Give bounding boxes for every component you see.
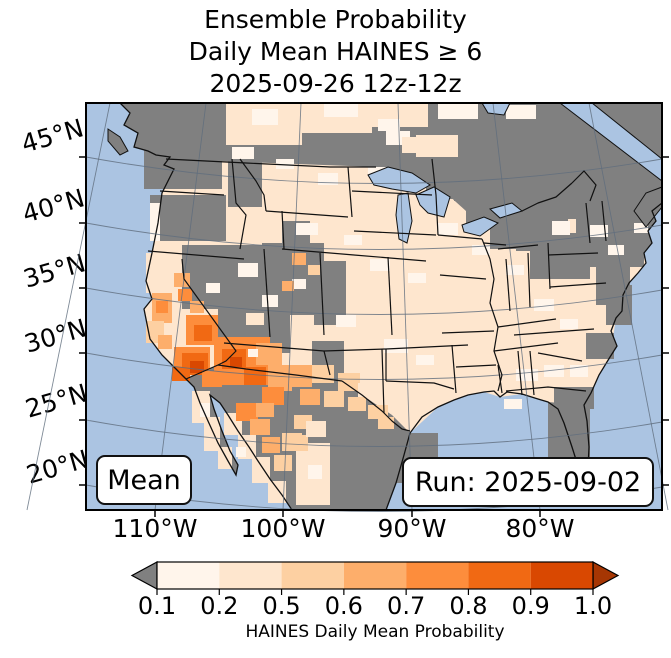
- lon-tick-label-100w: 100°W: [240, 514, 326, 543]
- lon-tick-label-110w: 110°W: [112, 514, 198, 543]
- chart-title: Ensemble Probability Daily Mean HAINES ≥…: [0, 4, 671, 100]
- lat-tick-label-20n: 20°N: [23, 444, 92, 490]
- run-label: Run: 2025-09-02: [414, 466, 642, 498]
- colorbar-axis-label: HAINES Daily Mean Probability: [245, 622, 505, 642]
- mean-annotation-box: Mean: [96, 455, 192, 505]
- mean-label: Mean: [107, 464, 181, 496]
- colorbar-tick-label: 0.2: [200, 592, 239, 620]
- colorbar: [130, 560, 620, 595]
- lon-tick-label-80w: 80°W: [505, 514, 575, 543]
- colorbar-tick-label: 0.6: [324, 592, 363, 620]
- title-line-3: 2025-09-26 12z-12z: [209, 69, 462, 98]
- colorbar-tick-label: 0.9: [511, 592, 550, 620]
- colorbar-tick-label: 1.0: [573, 592, 613, 620]
- probability-map: [26, 102, 669, 517]
- map-canvas: [26, 102, 669, 517]
- lat-tick-label-45n: 45°N: [18, 113, 87, 159]
- colorbar-tick-label: 0.5: [262, 592, 301, 620]
- colorbar-tick-label: 0.1: [137, 592, 177, 620]
- lat-tick-label-40n: 40°N: [19, 183, 88, 229]
- colorbar-tick-label: 0.7: [387, 592, 426, 620]
- lat-tick-label-35n: 35°N: [20, 248, 89, 294]
- lat-tick-label-30n: 30°N: [21, 313, 90, 359]
- run-annotation-box: Run: 2025-09-02: [402, 457, 654, 507]
- lon-tick-label-90w: 90°W: [377, 514, 447, 543]
- colorbar-tick-label: 0.8: [449, 592, 488, 620]
- title-line-1: Ensemble Probability: [204, 5, 467, 34]
- lat-tick-label-25n: 25°N: [22, 378, 91, 424]
- title-line-2: Daily Mean HAINES ≥ 6: [188, 37, 483, 66]
